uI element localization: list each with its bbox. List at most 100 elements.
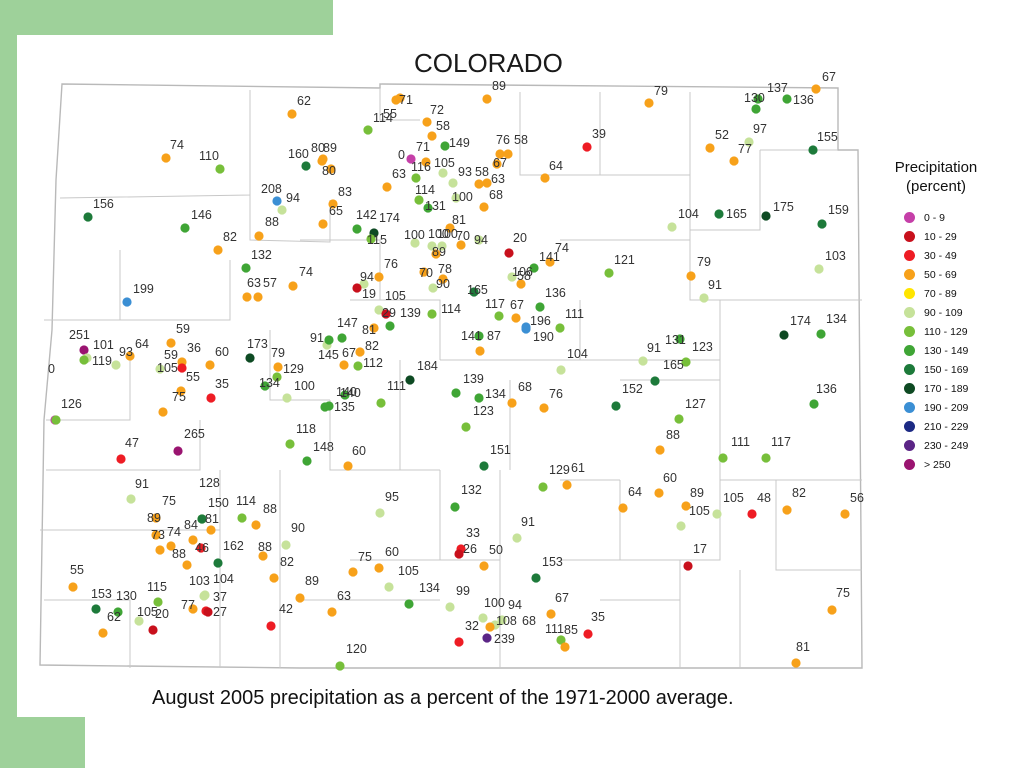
station-label: 75 [836, 586, 850, 600]
station-label: 52 [715, 128, 729, 142]
station-dot [113, 607, 123, 617]
station: 105 [434, 156, 455, 178]
map-title: COLORADO [414, 48, 563, 78]
station: 117 [761, 435, 791, 463]
station-dot [122, 297, 132, 307]
legend-items: 0 - 9 10 - 29 30 - 49 50 - 69 70 - 89 90 - 10… [904, 208, 994, 474]
station: 82 [213, 230, 237, 255]
station: 58 [516, 269, 531, 289]
station-label: 55 [186, 370, 200, 384]
station-dot [151, 513, 161, 523]
station: 63 [482, 172, 505, 188]
station-label: 26 [463, 542, 477, 556]
station-dot [479, 202, 489, 212]
station-dot [287, 109, 297, 119]
station-label: 37 [213, 590, 227, 604]
station: 131 [665, 333, 686, 347]
station-dot [188, 604, 198, 614]
station-label: 48 [757, 491, 771, 505]
station-label: 94 [286, 191, 300, 205]
legend-title-line1: Precipitation [894, 159, 978, 176]
station-dot [474, 235, 484, 245]
station-label: 90 [436, 277, 450, 291]
legend-label: 190 - 209 [924, 401, 969, 414]
station-label: 134 [419, 581, 440, 595]
station: 106 [507, 265, 533, 282]
station-dot [273, 362, 283, 372]
station-dot [253, 292, 263, 302]
legend-label: 210 - 229 [924, 420, 969, 433]
station-dot [497, 615, 507, 625]
station: 147 [337, 316, 358, 343]
station: 82 [269, 555, 294, 583]
station-label: 46 [195, 541, 209, 555]
station-dot [254, 231, 264, 241]
station-dot [438, 274, 448, 284]
station: 156 [83, 197, 114, 222]
station: 100 [451, 190, 473, 204]
legend-swatch [904, 326, 915, 337]
station-dot [363, 125, 373, 135]
station-dot [479, 461, 489, 471]
station: 47 [116, 436, 139, 464]
station: 63 [327, 589, 351, 617]
legend-item: 190 - 209 [904, 398, 994, 417]
station: 75 [151, 494, 176, 523]
station: 39 [582, 127, 606, 152]
station-dot [827, 605, 837, 615]
station: 78 [438, 262, 452, 284]
station-label: 199 [133, 282, 154, 296]
decor-bar-top [0, 0, 333, 35]
station: 60 [205, 345, 229, 370]
station: 104 [556, 347, 588, 375]
station: 55 [68, 563, 84, 592]
legend-swatch [904, 250, 915, 261]
station: 239 [482, 632, 515, 646]
station-label: 55 [383, 107, 397, 121]
legend-item: 110 - 129 [904, 322, 994, 341]
station-dot [134, 616, 144, 626]
station-dot [482, 94, 492, 104]
station: 90 [428, 277, 450, 293]
station: 72 [422, 103, 444, 127]
station-label: 114 [441, 302, 461, 316]
station-dot [166, 541, 176, 551]
station-dot [285, 439, 295, 449]
legend-label: 170 - 189 [924, 382, 969, 395]
station-label: 140 [340, 386, 361, 400]
station-label: 58 [514, 133, 528, 147]
station-label: 81 [362, 323, 376, 337]
station-dot [650, 376, 660, 386]
legend-item: 10 - 29 [904, 227, 994, 246]
station: 60 [654, 471, 677, 498]
station-label: 89 [305, 574, 319, 588]
station-dot [79, 355, 89, 365]
station-label: 111 [387, 379, 406, 393]
station-dot [242, 292, 252, 302]
station: 74 [166, 525, 181, 551]
station-label: 131 [665, 333, 686, 347]
station: 127 [674, 397, 706, 424]
station-label: 61 [571, 461, 585, 475]
station-label: 103 [189, 574, 210, 588]
station-dot [556, 635, 566, 645]
station: 42 [266, 602, 293, 631]
station-label: 78 [438, 262, 452, 276]
station-dot [281, 540, 291, 550]
station-dot [674, 414, 684, 424]
station-label: 75 [162, 494, 176, 508]
station-dot [199, 591, 209, 601]
station-dot [116, 454, 126, 464]
station-dot [125, 351, 135, 361]
station: 112 [353, 356, 383, 371]
station-dot [840, 509, 850, 519]
station: 57 [253, 276, 277, 302]
station-dot [814, 264, 824, 274]
station-label: 60 [352, 444, 366, 458]
station-label: 59 [176, 322, 190, 336]
station-label: 67 [493, 156, 507, 170]
station-dot [326, 164, 336, 174]
station-dot [352, 283, 362, 293]
legend-label: 0 - 9 [924, 211, 946, 224]
legend-item: 150 - 169 [904, 360, 994, 379]
